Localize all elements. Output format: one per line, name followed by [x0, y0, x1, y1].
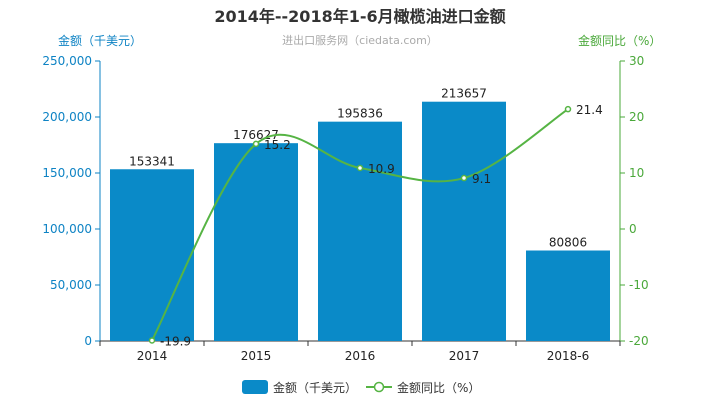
y-left-tick-label: 200,000	[42, 110, 92, 124]
line-point-label: -19.9	[160, 334, 191, 348]
line-point	[356, 164, 364, 172]
chart-title: 2014年--2018年1-6月橄榄油进口金额	[214, 7, 505, 26]
x-tick-label: 2015	[241, 349, 272, 363]
y-left-tick-label: 0	[84, 334, 92, 348]
x-tick-label: 2018-6	[547, 349, 590, 363]
axes: 0 50,000 100,000 150,000 200,000 250,000 -20 -1…	[42, 54, 648, 363]
line-point-label: 10.9	[368, 162, 395, 176]
bar-series: 153341 176627 195836 213657 80806	[110, 87, 610, 341]
chart-subtitle: 进出口服务网（ciedata.com）	[282, 33, 438, 47]
x-tick-label: 2016	[345, 349, 376, 363]
legend-bar-swatch	[242, 380, 268, 394]
y-left-tick-label: 50,000	[50, 278, 92, 292]
y-axis-right-label: 金额同比（%）	[578, 33, 661, 48]
line-point	[564, 105, 572, 113]
line-point-label: 9.1	[472, 172, 491, 186]
bar	[318, 121, 402, 341]
line-series: -19.9 15.2 10.9 9.1 21.4	[148, 103, 603, 348]
bar-value-label: 195836	[337, 107, 383, 121]
bar	[526, 250, 610, 341]
y-axis-left-label: 金额（千美元）	[58, 33, 142, 48]
y-right-tick-label: 0	[629, 222, 637, 236]
legend-line-marker	[373, 381, 385, 393]
y-left-tick-label: 250,000	[42, 54, 92, 68]
series-line	[151, 108, 569, 341]
x-tick-label: 2017	[449, 349, 480, 363]
bar	[422, 101, 506, 341]
bar	[214, 143, 298, 341]
line-point	[148, 337, 156, 344]
line-point-label: 15.2	[264, 138, 291, 152]
line-point	[460, 174, 468, 182]
bar-value-label: 80806	[549, 235, 587, 249]
y-right-tick-label: 20	[629, 110, 644, 124]
y-right-tick-label: -20	[629, 334, 649, 348]
y-right-tick-label: -10	[629, 278, 649, 292]
bar-value-label: 176627	[233, 128, 279, 142]
line-point-label: 21.4	[576, 103, 603, 117]
bar-value-label: 153341	[129, 154, 175, 168]
bar-value-label: 213657	[441, 87, 487, 101]
legend-bar-label: 金额（千美元）	[273, 380, 357, 395]
y-right-tick-label: 30	[629, 54, 644, 68]
legend: 金额（千美元） 金额同比（%）	[242, 380, 480, 395]
line-point	[252, 140, 260, 148]
y-right-tick-label: 10	[629, 166, 644, 180]
y-left-tick-label: 150,000	[42, 166, 92, 180]
legend-line-label: 金额同比（%）	[397, 380, 480, 395]
y-left-tick-label: 100,000	[42, 222, 92, 236]
bar	[110, 169, 194, 341]
x-tick-label: 2014	[137, 349, 168, 363]
